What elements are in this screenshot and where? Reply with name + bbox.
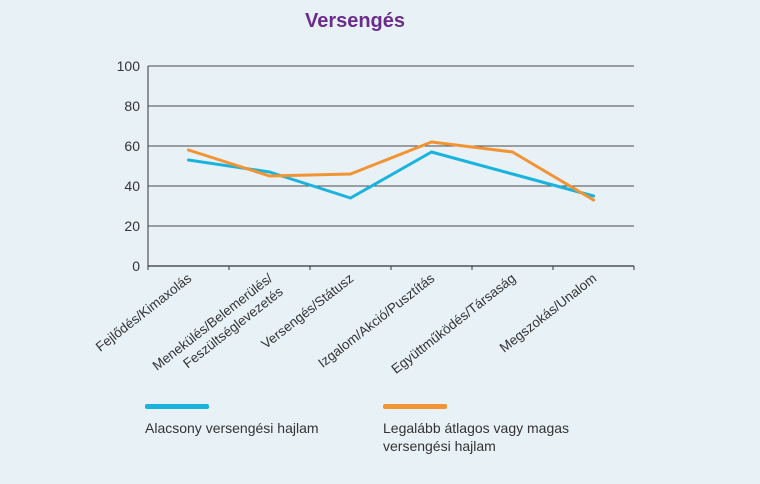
legend-item-low: Alacsony versengési hajlam [145,404,365,437]
data-point-s0-3 [430,150,433,154]
data-point-s0-4 [511,172,514,176]
axes [147,66,635,270]
legend-swatch-high [383,404,447,409]
line-chart: 0 20 40 60 80 100 Fejlődés/KimaxolásMenekülés… [93,58,635,377]
legend-label-high: Legalább átlagos vagy magas versengési h… [383,420,570,454]
y-tick-label-40: 40 [124,178,140,194]
chart-title: Versengés [304,10,406,32]
y-tick-label-80: 80 [124,98,140,114]
data-point-s1-3 [430,140,433,144]
y-tick-label-20: 20 [124,218,140,234]
y-tick-labels: 0 20 40 60 80 100 [117,58,141,274]
y-tick-label-0: 0 [132,258,140,274]
data-point-s1-0 [187,148,190,152]
data-point-s1-1 [268,174,271,178]
legend-swatch-low [145,404,209,409]
series-line-0 [187,150,595,200]
data-point-s0-0 [187,158,190,162]
series-lines [187,140,595,202]
legend-item-high: Legalább átlagos vagy magas versengési h… [383,404,613,455]
legend-label-low: Alacsony versengési hajlam [145,420,319,436]
gridlines [148,65,634,227]
y-tick-label-100: 100 [117,58,141,74]
data-point-s0-1 [268,170,271,174]
x-tick-labels: Fejlődés/KimaxolásMenekülés/Belemerülés/… [93,270,599,376]
data-point-s0-2 [349,196,352,200]
data-point-s0-5 [592,194,595,198]
data-point-s1-2 [349,172,352,176]
data-point-s1-4 [511,150,514,154]
series-line-1 [187,140,595,202]
y-tick-label-60: 60 [124,138,140,154]
data-point-s1-5 [592,198,595,202]
